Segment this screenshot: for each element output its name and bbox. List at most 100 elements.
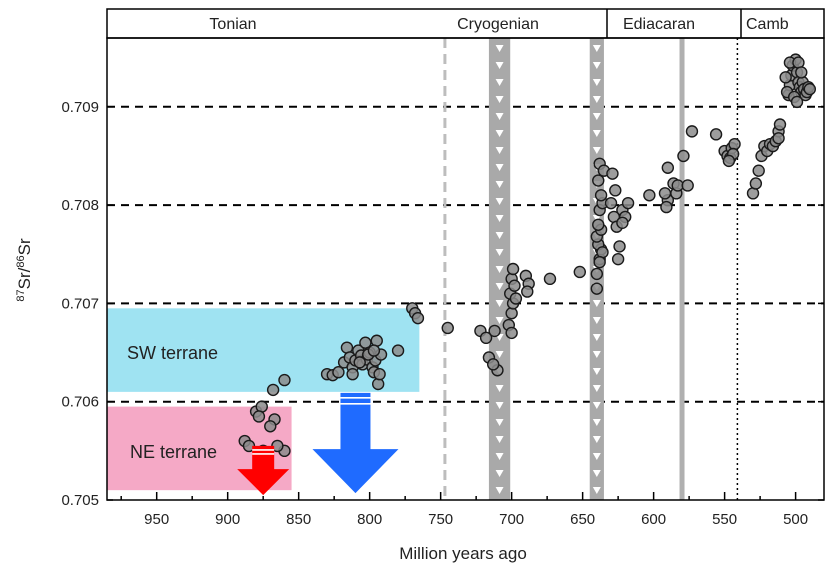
data-point <box>367 344 381 357</box>
glaciation-triangle <box>495 351 504 358</box>
y-axis-title: 87Sr/86Sr <box>15 238 34 302</box>
glaciation-triangle <box>592 436 601 443</box>
glaciation-triangle <box>592 351 601 358</box>
glaciation-triangle <box>495 266 504 273</box>
data-point <box>505 326 518 340</box>
y-axis-title-main2: Sr <box>15 238 34 255</box>
data-point <box>266 383 280 397</box>
data-point <box>521 285 534 298</box>
x-tick-label: 950 <box>144 511 169 528</box>
glaciation-triangle <box>495 164 504 171</box>
glaciation-triangle <box>495 402 504 409</box>
data-point <box>790 95 804 109</box>
data-point <box>803 82 817 96</box>
data-point <box>616 216 629 230</box>
y-axis-title-main1: Sr/ <box>15 267 34 289</box>
x-tick-label: 700 <box>499 511 524 528</box>
points-layer <box>238 53 817 458</box>
glaciation-triangle <box>495 96 504 103</box>
data-point <box>573 265 586 279</box>
glaciation-triangle <box>592 79 601 86</box>
data-point <box>488 324 501 338</box>
glaciation-triangle <box>495 232 504 239</box>
data-point <box>264 420 277 433</box>
glaciation-triangle <box>495 470 504 477</box>
x-tick-label: 650 <box>570 511 595 528</box>
data-point <box>278 373 291 387</box>
glaciation-triangle <box>592 334 601 341</box>
data-point <box>592 174 605 187</box>
data-point <box>722 154 736 168</box>
data-point <box>486 358 500 371</box>
glaciation-triangle <box>495 45 504 52</box>
glaciation-triangle <box>495 147 504 154</box>
x-tick-label: 750 <box>428 511 453 528</box>
data-point <box>441 321 454 335</box>
data-point <box>411 311 425 325</box>
x-tick-label: 500 <box>783 511 808 528</box>
data-point <box>772 132 785 145</box>
period-header: Tonian Cryogenian Ediacaran Camb <box>106 8 825 39</box>
sw-terrane-label: SW terrane <box>127 343 218 363</box>
data-point <box>373 367 386 381</box>
glaciation-triangle <box>495 62 504 69</box>
glaciation-triangle <box>495 249 504 256</box>
glaciation-triangle <box>495 453 504 460</box>
glaciation-triangle <box>592 130 601 137</box>
data-point <box>643 189 656 202</box>
arrow-layer <box>237 392 399 496</box>
y-tick-label: 0.709 <box>61 99 99 116</box>
data-point <box>779 71 792 84</box>
data-point <box>795 66 808 79</box>
axis-layer: 0.705 0.706 0.707 0.708 0.709 950 900 850 800 750… <box>61 99 824 528</box>
glaciation-triangle <box>592 419 601 426</box>
period-label-camb: Camb <box>746 16 789 33</box>
x-axis-title: Million years ago <box>399 544 527 563</box>
period-label-cryogenian: Cryogenian <box>457 16 539 33</box>
glaciation-triangle <box>592 317 601 324</box>
glaciation-triangle <box>592 487 601 494</box>
y-tick-label: 0.706 <box>61 394 99 411</box>
y-axis-title-sup1: 87 <box>15 289 27 301</box>
data-point <box>252 410 266 423</box>
data-point <box>658 187 672 200</box>
glaciation-triangle <box>592 147 601 154</box>
glaciation-triangle <box>592 300 601 307</box>
period-label-ediacaran: Ediacaran <box>623 16 695 33</box>
glaciation-triangle <box>495 385 504 392</box>
x-tick-label: 600 <box>641 511 666 528</box>
data-point <box>660 200 673 214</box>
data-point <box>685 125 699 138</box>
data-point <box>592 218 605 231</box>
data-point <box>661 161 675 174</box>
data-point <box>543 272 557 286</box>
data-point <box>593 255 606 269</box>
ne-terrane-label: NE terrane <box>130 442 217 462</box>
data-point <box>590 282 604 295</box>
x-tick-label: 850 <box>286 511 311 528</box>
data-point <box>332 366 345 379</box>
data-point <box>594 189 608 202</box>
glaciation-triangle <box>592 45 601 52</box>
data-point <box>709 128 723 141</box>
data-point <box>509 292 523 305</box>
data-point <box>506 262 520 276</box>
data-point <box>621 196 635 210</box>
glaciation-triangle <box>592 368 601 375</box>
glaciation-triangle <box>592 113 601 120</box>
glaciation-triangle <box>592 385 601 392</box>
glaciation-triangle <box>495 283 504 290</box>
data-point <box>590 267 604 281</box>
glaciation-triangle <box>592 470 601 477</box>
glaciation-triangle <box>495 198 504 205</box>
data-point <box>479 331 493 345</box>
x-tick-label: 550 <box>712 511 737 528</box>
data-point <box>611 252 625 266</box>
data-point <box>353 356 366 369</box>
data-point <box>346 367 359 381</box>
data-point <box>606 167 619 180</box>
glaciation-triangle <box>495 487 504 494</box>
data-point <box>609 184 622 197</box>
data-point <box>391 344 405 357</box>
